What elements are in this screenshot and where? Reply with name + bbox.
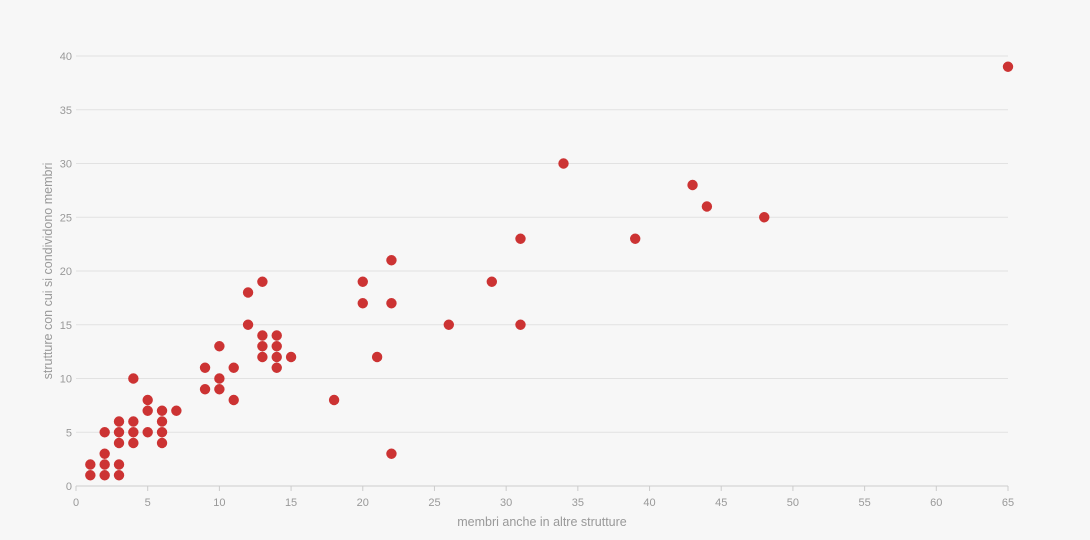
y-tick-label: 5: [66, 427, 72, 439]
x-tick-label: 5: [145, 497, 151, 509]
y-tick-label: 30: [60, 159, 72, 171]
y-tick-labels: 0 5 10 15 20 25 30 35 40: [60, 51, 72, 493]
data-point[interactable]: [515, 233, 526, 244]
x-tick-label: 10: [213, 497, 225, 509]
data-point[interactable]: [271, 351, 282, 363]
data-point[interactable]: [214, 373, 225, 384]
data-points: [85, 61, 1014, 481]
data-point[interactable]: [486, 276, 498, 287]
x-tick-label: 30: [500, 497, 512, 509]
data-point[interactable]: [113, 437, 125, 449]
data-point[interactable]: [156, 416, 168, 427]
x-tick-label: 35: [572, 497, 584, 509]
x-tick-label: 20: [357, 497, 369, 509]
data-point[interactable]: [630, 233, 641, 244]
x-tick-label: 60: [930, 497, 942, 509]
x-tick-label: 25: [428, 497, 440, 509]
data-point[interactable]: [128, 437, 139, 449]
data-point[interactable]: [113, 416, 125, 427]
x-tick-label: 65: [1002, 497, 1014, 509]
data-point[interactable]: [128, 416, 139, 427]
data-point[interactable]: [228, 362, 239, 373]
data-point[interactable]: [113, 427, 125, 438]
y-tick-label: 0: [66, 481, 72, 493]
data-point[interactable]: [443, 319, 454, 330]
data-point[interactable]: [214, 384, 225, 395]
data-point[interactable]: [371, 351, 383, 363]
data-point[interactable]: [357, 276, 368, 287]
y-tick-label: 10: [60, 374, 72, 386]
x-axis-title: membri anche in altre strutture: [457, 515, 627, 529]
data-point[interactable]: [386, 298, 397, 309]
data-point[interactable]: [85, 470, 96, 481]
data-point[interactable]: [99, 459, 110, 470]
data-point[interactable]: [142, 405, 153, 416]
x-tick-labels: 0 5 10 15 20 25 30 35 40 45 50 55 60 65: [73, 497, 1014, 509]
data-point[interactable]: [257, 351, 268, 363]
data-point[interactable]: [228, 394, 239, 406]
data-point[interactable]: [156, 405, 168, 416]
y-tick-label: 20: [60, 266, 72, 278]
data-point[interactable]: [271, 362, 282, 373]
data-point[interactable]: [328, 394, 340, 406]
data-point[interactable]: [99, 470, 110, 481]
y-tick-label: 35: [60, 105, 72, 117]
data-point[interactable]: [156, 437, 168, 449]
data-point[interactable]: [142, 394, 153, 406]
y-axis-title: strutture con cui si condividono membri: [41, 163, 55, 380]
data-point[interactable]: [85, 459, 96, 470]
x-tick-label: 55: [858, 497, 870, 509]
y-tick-label: 15: [60, 320, 72, 332]
data-point[interactable]: [99, 448, 110, 459]
data-point[interactable]: [759, 212, 770, 223]
data-point[interactable]: [687, 179, 698, 191]
data-point[interactable]: [199, 362, 211, 373]
data-point[interactable]: [113, 470, 125, 481]
data-point[interactable]: [242, 319, 254, 330]
data-point[interactable]: [701, 201, 713, 212]
data-point[interactable]: [113, 459, 125, 470]
x-tick-label: 0: [73, 497, 79, 509]
x-tick-label: 15: [285, 497, 297, 509]
x-tick-label: 45: [715, 497, 727, 509]
data-point[interactable]: [357, 298, 368, 309]
data-point[interactable]: [386, 255, 397, 266]
x-tick-label: 50: [787, 497, 799, 509]
data-point[interactable]: [257, 276, 268, 287]
data-point[interactable]: [257, 330, 268, 341]
data-point[interactable]: [257, 341, 268, 352]
data-point[interactable]: [271, 330, 282, 341]
y-tick-label: 40: [60, 51, 72, 63]
data-point[interactable]: [242, 287, 254, 298]
data-point[interactable]: [386, 448, 397, 459]
data-point[interactable]: [128, 373, 139, 384]
data-point[interactable]: [214, 341, 225, 352]
y-tick-label: 25: [60, 212, 72, 224]
data-point[interactable]: [515, 319, 526, 330]
data-point[interactable]: [1002, 61, 1014, 72]
data-point[interactable]: [156, 427, 168, 438]
data-point[interactable]: [285, 351, 297, 363]
data-point[interactable]: [142, 427, 153, 438]
data-point[interactable]: [199, 384, 211, 395]
data-point[interactable]: [128, 427, 139, 438]
data-point[interactable]: [271, 341, 282, 352]
data-point[interactable]: [171, 405, 182, 416]
gridlines: [75, 55, 1009, 491]
x-tick-label: 40: [643, 497, 655, 509]
data-point[interactable]: [99, 427, 110, 438]
data-point[interactable]: [558, 158, 569, 169]
